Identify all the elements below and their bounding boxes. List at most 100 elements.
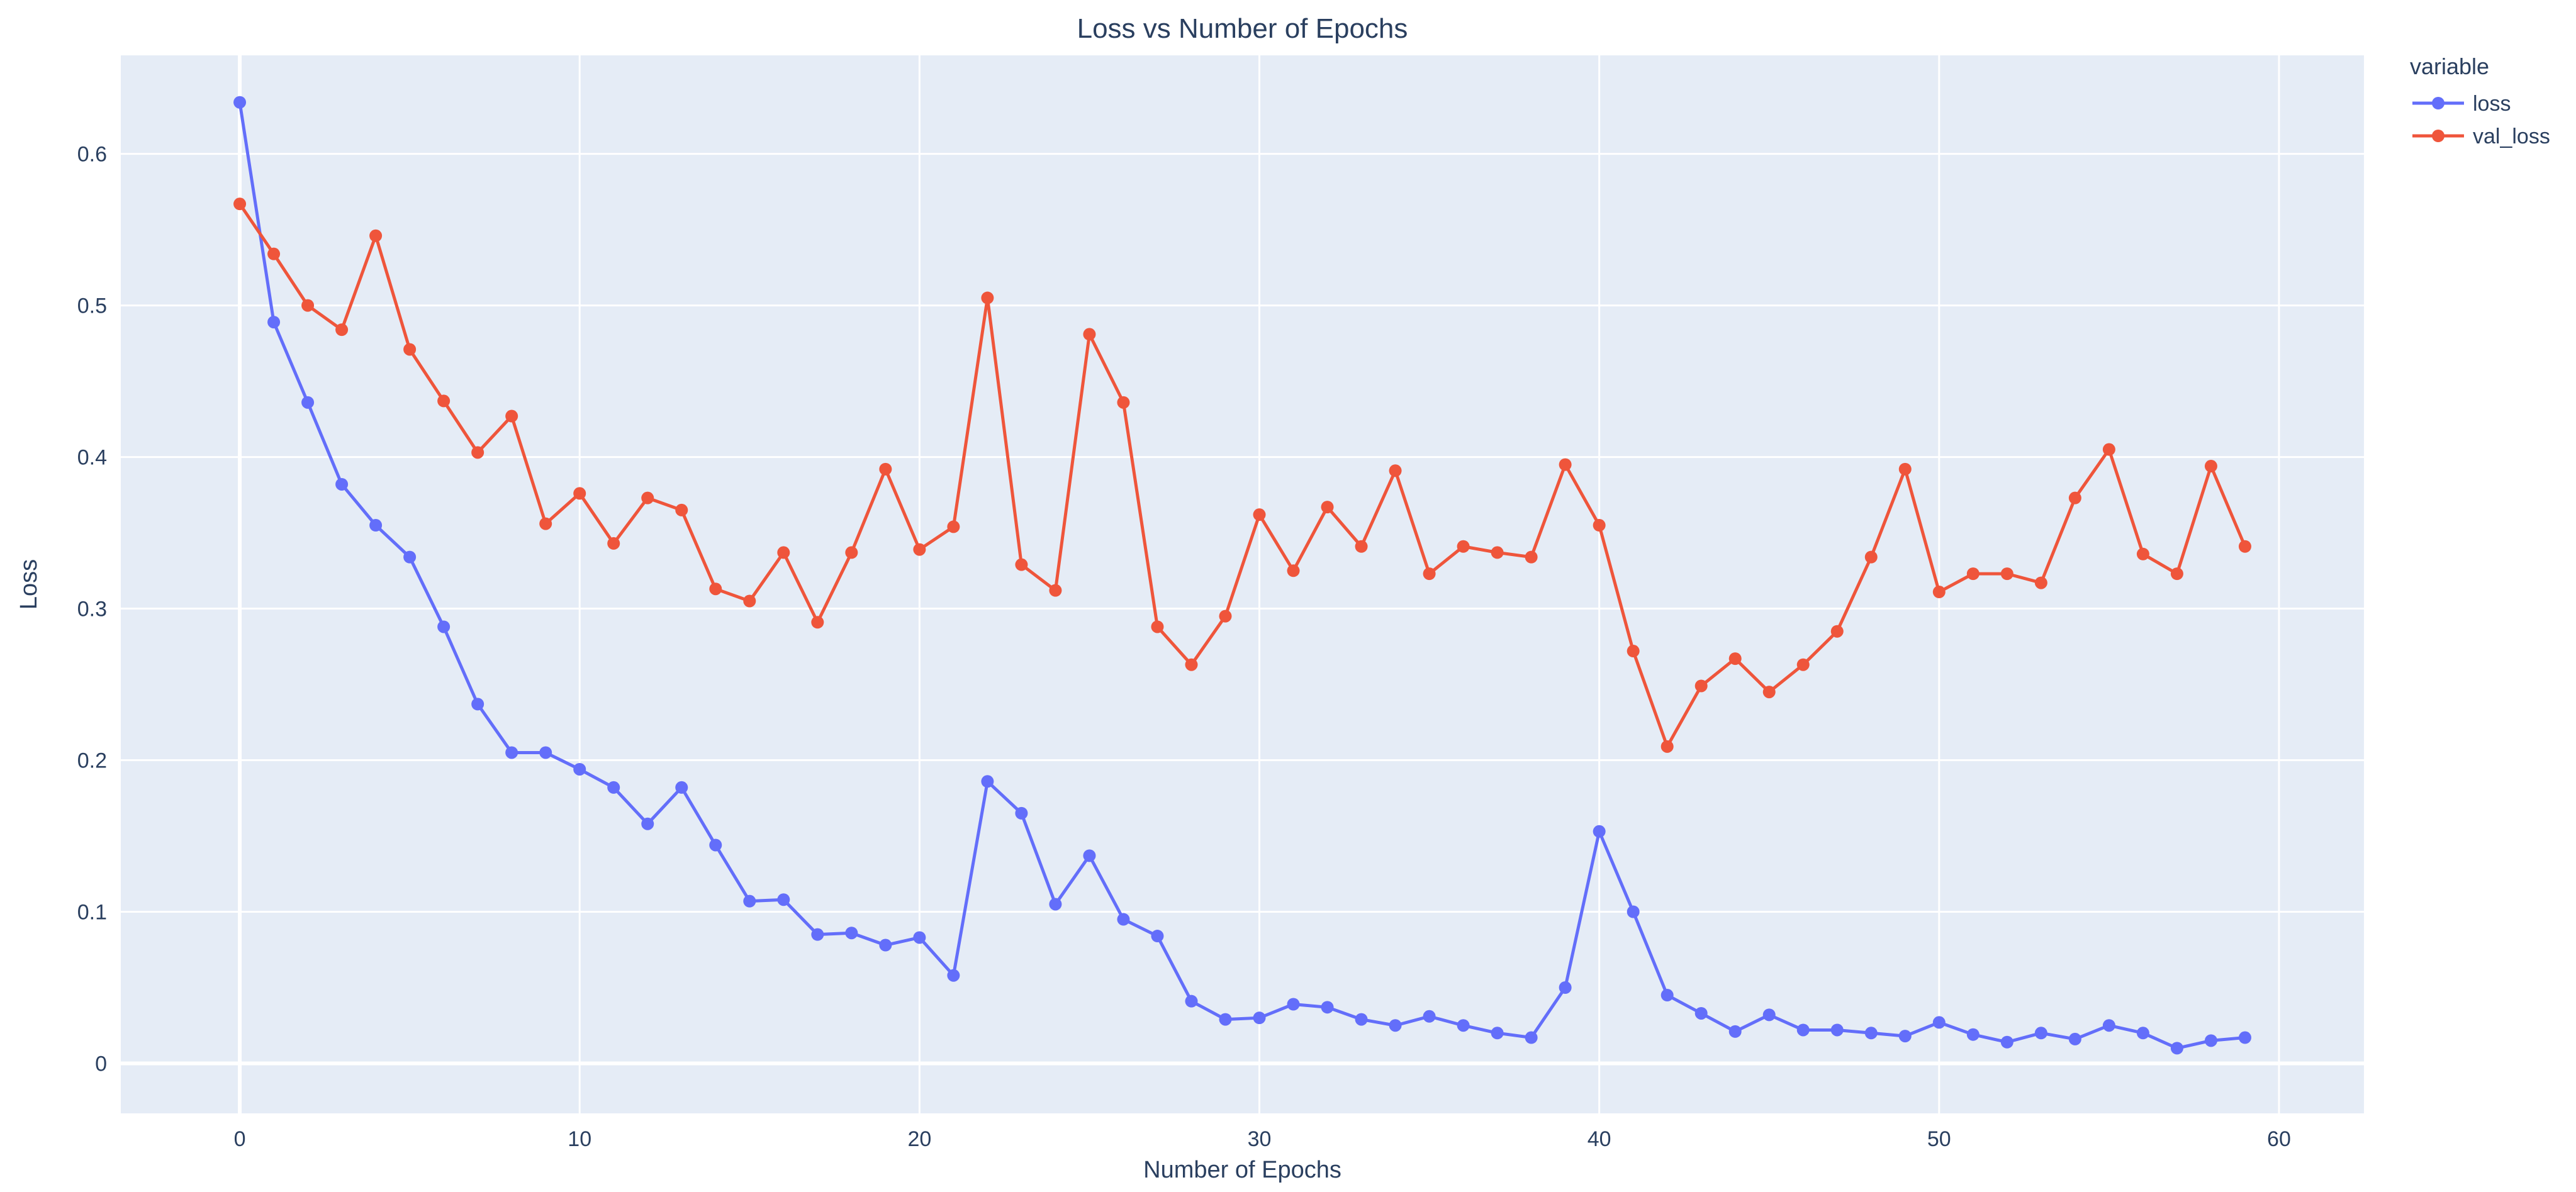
data-point[interactable]: [981, 291, 994, 304]
data-point[interactable]: [981, 775, 994, 788]
data-point[interactable]: [845, 927, 858, 940]
data-point[interactable]: [335, 323, 349, 337]
legend[interactable]: variable loss val_loss: [2410, 53, 2550, 148]
data-point[interactable]: [1355, 540, 1368, 553]
data-point[interactable]: [1694, 1006, 1708, 1020]
data-point[interactable]: [913, 543, 926, 556]
data-point[interactable]: [811, 616, 824, 629]
data-point[interactable]: [777, 546, 790, 559]
data-point[interactable]: [1898, 1030, 1912, 1043]
data-point[interactable]: [471, 446, 484, 459]
data-point[interactable]: [777, 893, 790, 906]
data-point[interactable]: [573, 762, 586, 776]
data-point[interactable]: [1151, 930, 1164, 943]
data-point[interactable]: [1762, 1008, 1776, 1022]
data-point[interactable]: [2000, 1035, 2013, 1049]
data-point[interactable]: [879, 462, 892, 476]
data-point[interactable]: [2034, 576, 2047, 589]
data-point[interactable]: [1253, 508, 1266, 521]
data-point[interactable]: [1321, 1001, 1334, 1014]
series-val-loss[interactable]: [233, 198, 2251, 753]
data-point[interactable]: [505, 409, 518, 423]
data-point[interactable]: [437, 394, 451, 408]
data-point[interactable]: [369, 229, 383, 242]
data-point[interactable]: [1117, 396, 1130, 409]
data-point[interactable]: [1185, 994, 1198, 1008]
data-point[interactable]: [1389, 464, 1402, 477]
data-point[interactable]: [1457, 540, 1470, 553]
data-point[interactable]: [1015, 558, 1028, 571]
data-point[interactable]: [2000, 567, 2013, 581]
data-point[interactable]: [1049, 584, 1062, 597]
data-point[interactable]: [1423, 567, 1436, 581]
data-point[interactable]: [471, 698, 484, 711]
data-point[interactable]: [2136, 1027, 2149, 1040]
data-point[interactable]: [2068, 1032, 2081, 1045]
data-point[interactable]: [1593, 825, 1606, 838]
data-point[interactable]: [1287, 564, 1300, 577]
data-point[interactable]: [1966, 567, 1980, 581]
data-point[interactable]: [403, 343, 417, 356]
data-point[interactable]: [709, 838, 722, 852]
data-point[interactable]: [539, 746, 552, 759]
series-line[interactable]: [238, 203, 2247, 749]
data-point[interactable]: [1491, 546, 1504, 559]
data-point[interactable]: [1525, 1031, 1538, 1044]
data-point[interactable]: [1932, 1016, 1946, 1029]
data-point[interactable]: [1559, 981, 1572, 994]
data-point[interactable]: [267, 316, 281, 329]
data-point[interactable]: [1423, 1010, 1436, 1023]
data-point[interactable]: [2068, 491, 2081, 504]
data-point[interactable]: [1762, 686, 1776, 699]
data-point[interactable]: [1830, 1023, 1844, 1037]
data-point[interactable]: [1864, 550, 1878, 564]
data-point[interactable]: [641, 491, 654, 504]
data-point[interactable]: [1559, 458, 1572, 471]
data-point[interactable]: [675, 781, 688, 794]
data-point[interactable]: [2170, 1042, 2183, 1055]
data-point[interactable]: [2238, 540, 2251, 553]
data-point[interactable]: [1049, 898, 1062, 911]
data-point[interactable]: [1694, 679, 1708, 693]
data-point[interactable]: [675, 503, 688, 516]
data-point[interactable]: [369, 519, 383, 532]
data-point[interactable]: [1796, 658, 1810, 671]
data-point[interactable]: [947, 520, 960, 533]
data-point[interactable]: [1660, 740, 1674, 753]
data-point[interactable]: [1864, 1027, 1878, 1040]
data-point[interactable]: [1083, 849, 1096, 862]
data-point[interactable]: [947, 969, 960, 982]
data-point[interactable]: [743, 894, 756, 908]
data-point[interactable]: [1355, 1013, 1368, 1026]
data-point[interactable]: [1015, 806, 1028, 820]
data-point[interactable]: [2102, 443, 2115, 456]
data-point[interactable]: [811, 928, 824, 941]
data-point[interactable]: [1321, 501, 1334, 514]
data-point[interactable]: [1117, 913, 1130, 926]
data-point[interactable]: [301, 396, 315, 409]
data-point[interactable]: [1525, 550, 1538, 564]
data-point[interactable]: [2136, 547, 2149, 560]
series-loss[interactable]: [233, 96, 2251, 1055]
data-point[interactable]: [1830, 625, 1844, 638]
data-point[interactable]: [1966, 1028, 1980, 1041]
data-point[interactable]: [607, 537, 620, 550]
data-point[interactable]: [1151, 620, 1164, 633]
data-point[interactable]: [2238, 1031, 2251, 1044]
data-point[interactable]: [1253, 1011, 1266, 1025]
data-point[interactable]: [1389, 1019, 1402, 1032]
data-point[interactable]: [1491, 1027, 1504, 1040]
data-point[interactable]: [233, 96, 247, 109]
data-point[interactable]: [1593, 519, 1606, 532]
data-point[interactable]: [1627, 905, 1640, 918]
data-point[interactable]: [845, 546, 858, 559]
data-point[interactable]: [301, 299, 315, 312]
data-point[interactable]: [1083, 328, 1096, 341]
data-point[interactable]: [1185, 658, 1198, 671]
legend-item-val-loss[interactable]: val_loss: [2412, 125, 2550, 148]
data-point[interactable]: [1660, 989, 1674, 1002]
data-point[interactable]: [743, 594, 756, 608]
data-point[interactable]: [2034, 1027, 2047, 1040]
data-point[interactable]: [2102, 1019, 2115, 1032]
legend-item-loss[interactable]: loss: [2412, 92, 2511, 116]
